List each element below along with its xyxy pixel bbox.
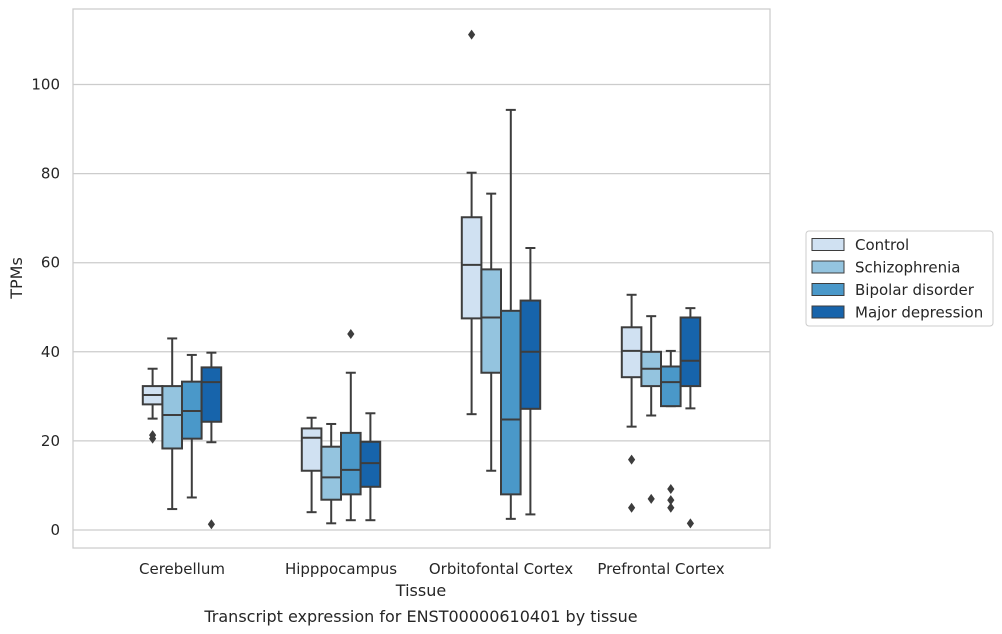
box-bipolar-disorder bbox=[500, 108, 522, 520]
x-tick-label: Prefrontal Cortex bbox=[597, 560, 724, 578]
y-tick-labels: 0 20 40 60 80 100 bbox=[31, 76, 60, 540]
x-tick-label: Hipppocampus bbox=[285, 560, 397, 578]
outlier-point bbox=[628, 502, 636, 513]
outlier-point bbox=[468, 29, 476, 40]
box-iqr bbox=[359, 440, 382, 488]
box-schizophrenia bbox=[480, 192, 502, 472]
y-axis-label: TPMs bbox=[7, 257, 26, 300]
legend-label: Major depression bbox=[855, 304, 983, 322]
box-control bbox=[460, 29, 483, 416]
y-tick-label: 40 bbox=[41, 343, 60, 361]
legend-label: Control bbox=[855, 236, 909, 254]
legend: Control Schizophrenia Bipolar disorder Majo… bbox=[805, 230, 994, 327]
box-schizophrenia bbox=[320, 422, 342, 525]
box-iqr bbox=[161, 385, 183, 450]
outlier-point bbox=[686, 518, 694, 529]
legend-swatch bbox=[811, 283, 845, 296]
box-iqr bbox=[660, 365, 682, 408]
y-tick-label: 100 bbox=[31, 76, 60, 94]
box-major-depression bbox=[519, 246, 542, 516]
y-tick-label: 60 bbox=[41, 254, 60, 272]
x-axis-label: Tissue bbox=[395, 581, 446, 600]
box-schizophrenia bbox=[161, 337, 183, 511]
legend-swatch bbox=[811, 305, 845, 319]
box-major-depression bbox=[359, 412, 382, 522]
plot-area bbox=[72, 8, 771, 549]
y-tick-label: 20 bbox=[41, 432, 60, 450]
legend-label: Schizophrenia bbox=[855, 259, 960, 277]
box-iqr bbox=[620, 326, 643, 379]
box-iqr bbox=[300, 427, 323, 472]
box-major-depression bbox=[200, 351, 223, 530]
box-iqr bbox=[480, 268, 502, 374]
box-iqr bbox=[200, 366, 223, 423]
box-control bbox=[300, 416, 323, 514]
boxes bbox=[141, 29, 702, 530]
box-bipolar-disorder bbox=[181, 353, 203, 499]
box-major-depression bbox=[679, 307, 702, 529]
outlier-point bbox=[667, 495, 675, 506]
legend-swatch bbox=[811, 260, 845, 274]
box-iqr bbox=[340, 431, 362, 496]
outlier-point bbox=[647, 493, 655, 504]
outlier-point bbox=[207, 519, 215, 530]
y-tick-label: 80 bbox=[41, 165, 60, 183]
box-iqr bbox=[320, 445, 342, 501]
box-bipolar-disorder bbox=[660, 349, 682, 513]
box-iqr bbox=[460, 216, 483, 320]
outlier-point bbox=[628, 454, 636, 465]
chart-caption: Transcript expression for ENST0000061040… bbox=[203, 607, 637, 626]
box-iqr bbox=[519, 299, 542, 410]
x-tick-label: Orbitofontal Cortex bbox=[429, 560, 573, 578]
gridlines bbox=[73, 83, 770, 531]
x-tick-label: Cerebellum bbox=[139, 560, 225, 578]
outlier-point bbox=[667, 484, 675, 495]
box-iqr bbox=[679, 316, 702, 388]
box-control bbox=[620, 293, 643, 513]
box-iqr bbox=[500, 309, 522, 496]
box-control bbox=[141, 367, 164, 444]
x-tick-labels: Cerebellum Hipppocampus Orbitofontal Corte… bbox=[139, 560, 725, 578]
outlier-point bbox=[347, 328, 355, 339]
legend-frame bbox=[805, 230, 994, 327]
y-tick-label: 0 bbox=[50, 521, 60, 539]
legend-swatch bbox=[811, 238, 845, 251]
outlier-point bbox=[667, 502, 675, 513]
legend-label: Bipolar disorder bbox=[855, 281, 975, 299]
outlier-point bbox=[149, 430, 157, 441]
